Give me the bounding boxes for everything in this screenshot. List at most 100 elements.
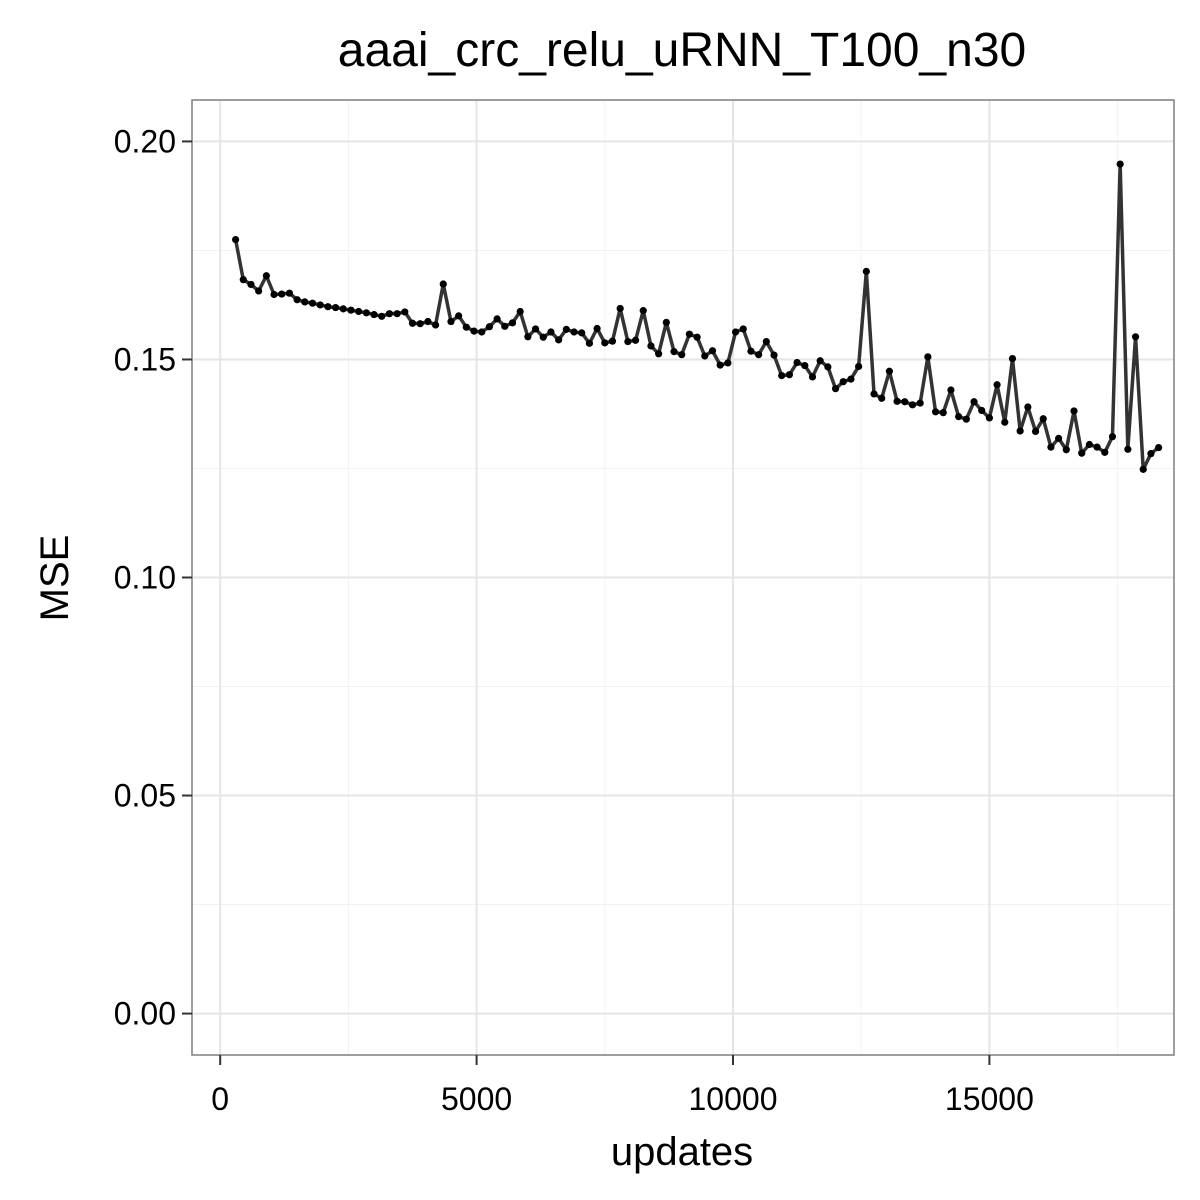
data-point-12 — [324, 303, 332, 311]
data-point-71 — [778, 372, 786, 380]
data-point-51 — [624, 337, 632, 346]
data-point-93 — [947, 386, 955, 394]
data-point-94 — [955, 412, 963, 421]
y-tick-label-3: 0.15 — [114, 341, 176, 377]
data-point-114 — [1108, 433, 1117, 441]
data-point-16 — [355, 307, 363, 316]
data-point-106 — [1047, 443, 1055, 451]
x-tick-label-2: 10000 — [689, 1081, 778, 1117]
data-point-44 — [570, 328, 578, 336]
data-point-20 — [385, 310, 394, 318]
data-point-1 — [239, 276, 247, 284]
data-point-118 — [1139, 465, 1147, 473]
data-point-70 — [770, 351, 778, 359]
data-point-38 — [524, 333, 532, 341]
data-point-101 — [1008, 354, 1017, 363]
data-point-25 — [424, 317, 432, 326]
major-gridlines — [192, 100, 1174, 1055]
data-point-14 — [339, 305, 347, 313]
data-point-103 — [1024, 403, 1032, 411]
data-point-4 — [262, 272, 270, 280]
data-point-40 — [539, 333, 547, 341]
data-point-65 — [731, 328, 740, 336]
data-point-84 — [878, 394, 886, 402]
data-point-41 — [547, 328, 555, 336]
data-point-9 — [301, 298, 309, 306]
data-point-60 — [693, 333, 701, 341]
y-axis: 0.00 0.05 0.10 0.15 0.20 — [114, 123, 192, 1032]
data-point-19 — [378, 312, 386, 320]
data-point-115 — [1116, 160, 1124, 168]
data-point-72 — [785, 371, 794, 379]
x-tick-label-1: 5000 — [441, 1081, 512, 1117]
y-tick-label-4: 0.20 — [114, 123, 176, 159]
data-point-46 — [585, 339, 594, 347]
data-point-37 — [516, 307, 524, 316]
data-point-81 — [855, 362, 863, 371]
data-point-110 — [1078, 449, 1086, 457]
data-point-30 — [462, 323, 470, 331]
data-point-76 — [816, 357, 824, 365]
data-point-42 — [555, 336, 563, 344]
data-point-31 — [470, 327, 478, 335]
data-point-35 — [501, 322, 509, 330]
data-point-33 — [485, 323, 494, 331]
data-point-50 — [616, 304, 624, 313]
data-point-62 — [708, 347, 717, 355]
data-point-21 — [393, 310, 401, 318]
data-point-18 — [370, 310, 378, 319]
data-point-91 — [931, 408, 940, 416]
data-point-34 — [493, 315, 501, 323]
mse-series-points — [231, 160, 1163, 473]
y-tick-label-2: 0.10 — [114, 560, 176, 596]
data-point-7 — [285, 289, 294, 297]
data-point-36 — [508, 319, 517, 327]
data-point-97 — [978, 406, 986, 415]
data-point-39 — [531, 325, 540, 333]
data-point-109 — [1070, 407, 1078, 415]
y-tick-label-1: 0.05 — [114, 778, 176, 814]
x-axis-title: updates — [611, 1130, 753, 1174]
data-point-74 — [801, 361, 809, 370]
data-point-100 — [1001, 418, 1009, 426]
data-point-68 — [755, 351, 763, 359]
data-point-79 — [839, 378, 847, 386]
data-point-10 — [308, 299, 317, 307]
data-point-56 — [662, 318, 670, 326]
data-point-82 — [862, 267, 870, 275]
y-tick-label-0: 0.00 — [114, 996, 176, 1032]
x-tick-label-3: 15000 — [945, 1081, 1034, 1117]
data-point-95 — [962, 415, 970, 423]
data-point-22 — [401, 308, 409, 316]
data-point-75 — [808, 373, 817, 381]
data-point-90 — [924, 353, 932, 361]
x-axis: 0 5000 10000 15000 — [211, 1055, 1034, 1117]
data-point-107 — [1055, 434, 1063, 442]
data-point-113 — [1101, 448, 1109, 456]
data-point-11 — [316, 301, 324, 309]
data-point-105 — [1039, 415, 1047, 423]
data-point-8 — [293, 296, 301, 304]
data-point-66 — [739, 325, 747, 333]
data-point-28 — [447, 317, 455, 326]
data-point-96 — [970, 398, 978, 406]
x-tick-label-0: 0 — [211, 1081, 229, 1117]
data-point-59 — [685, 330, 694, 338]
data-point-5 — [270, 290, 278, 299]
data-point-26 — [431, 321, 440, 329]
data-point-24 — [416, 320, 424, 328]
chart-title: aaai_crc_relu_uRNN_T100_n30 — [338, 24, 1026, 77]
data-point-116 — [1124, 445, 1132, 453]
data-point-88 — [908, 401, 917, 409]
data-point-17 — [362, 309, 370, 317]
data-point-58 — [678, 351, 686, 359]
data-point-55 — [655, 350, 663, 358]
data-point-63 — [716, 361, 724, 369]
data-point-43 — [562, 325, 570, 333]
data-point-73 — [793, 358, 801, 367]
data-point-83 — [870, 390, 878, 398]
data-point-23 — [408, 319, 417, 327]
data-point-89 — [916, 399, 924, 407]
data-point-111 — [1085, 440, 1093, 449]
